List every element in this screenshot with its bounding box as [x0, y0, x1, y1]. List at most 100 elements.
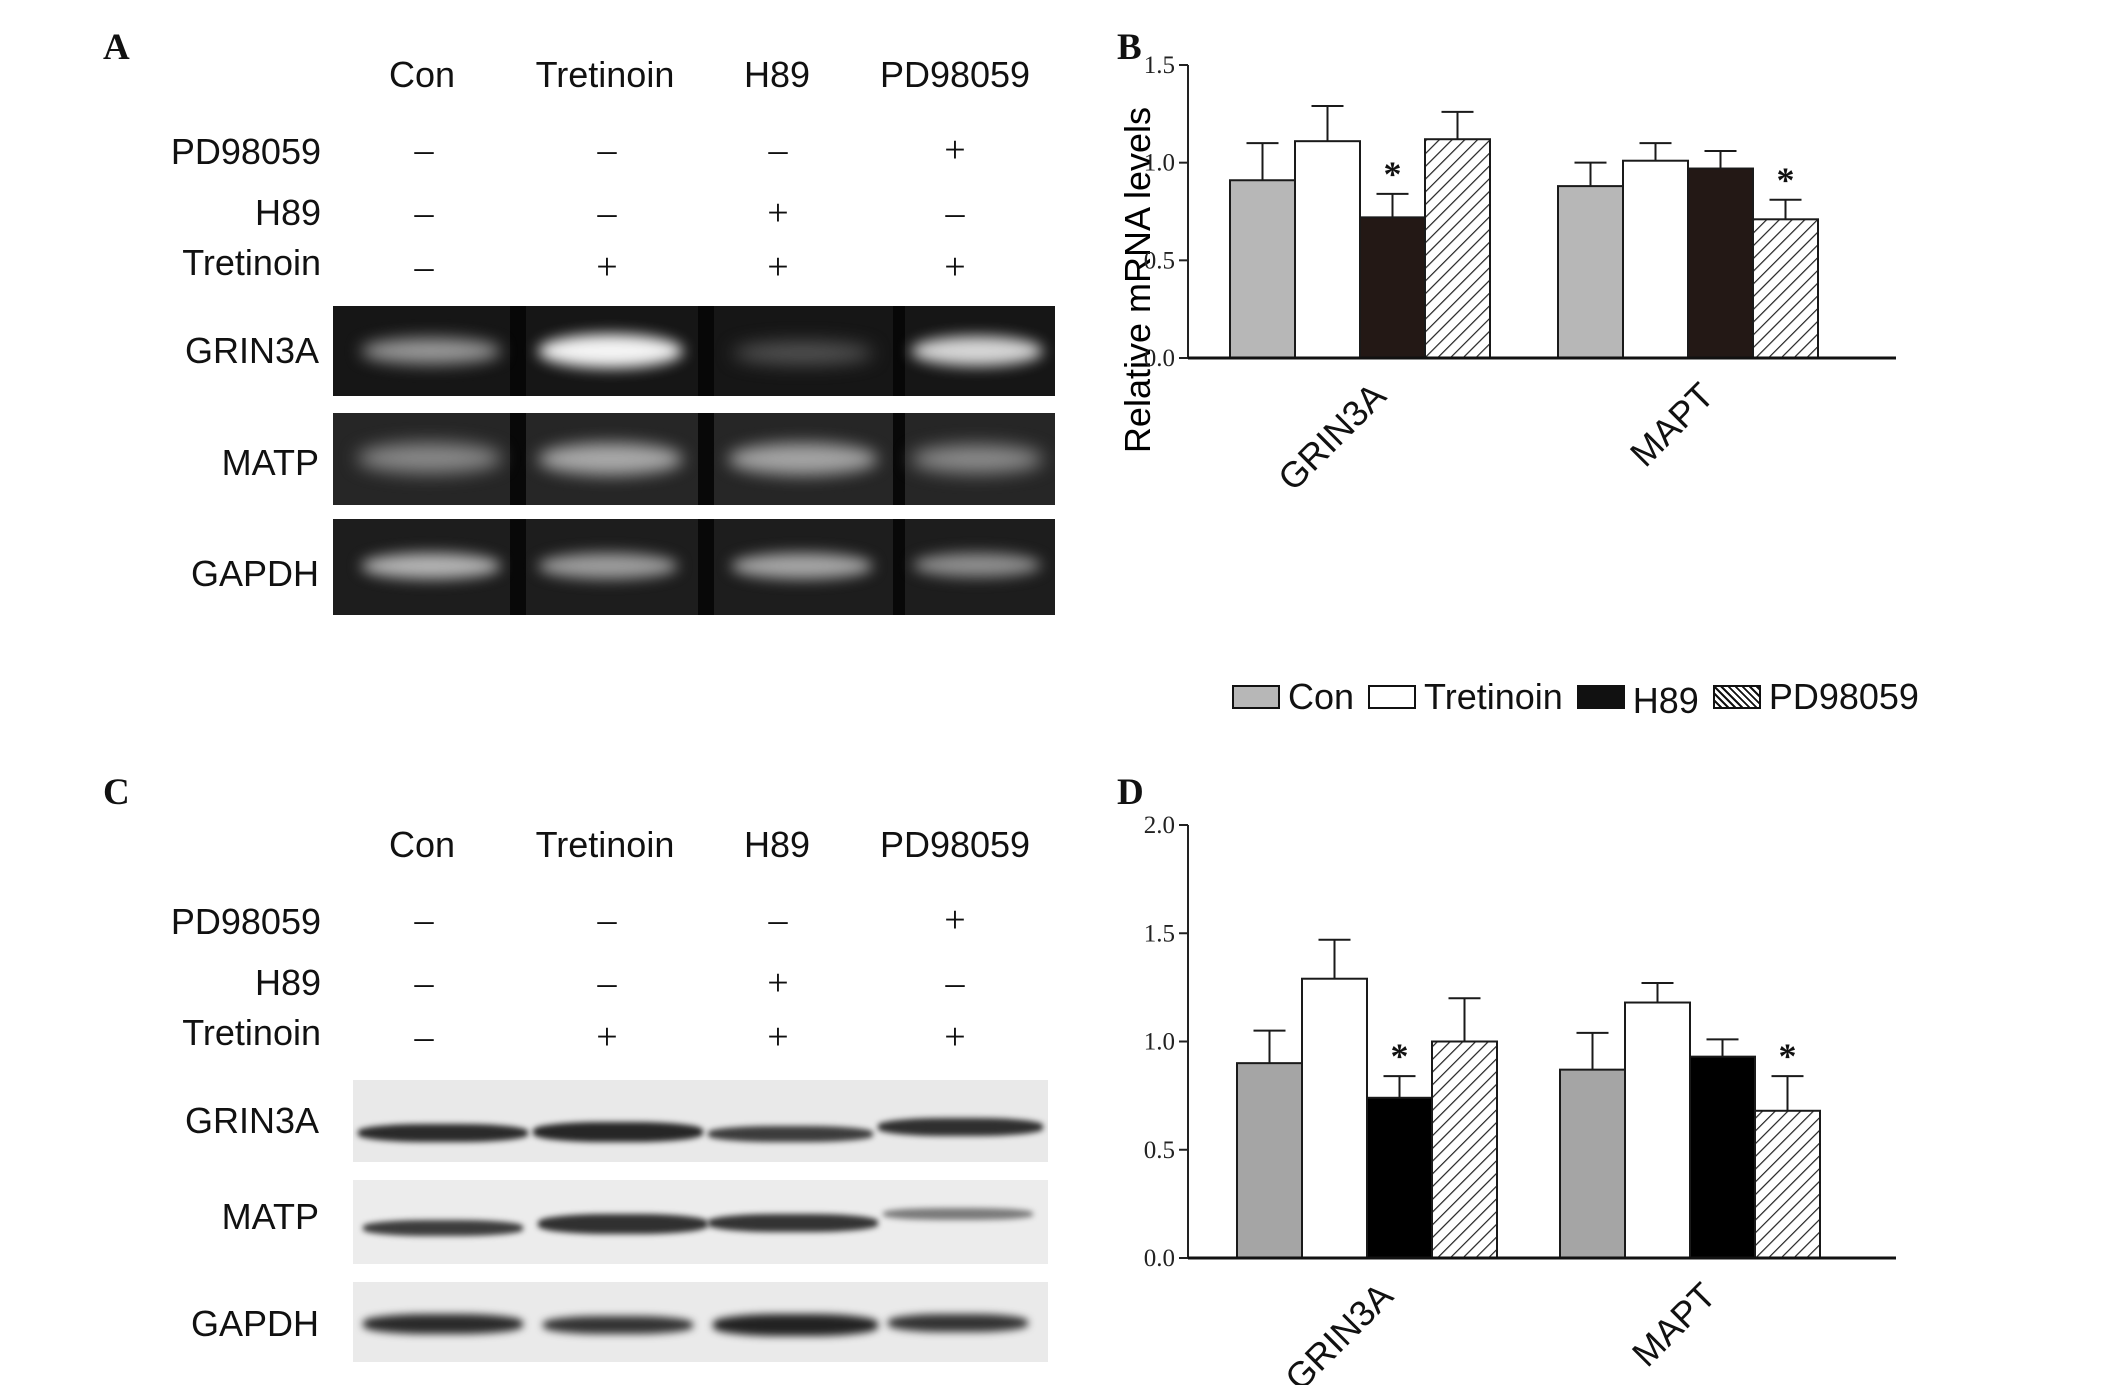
- panel-a-mark: +: [767, 246, 789, 288]
- legend: Con Tretinoin H89 PD98059: [1232, 676, 1933, 721]
- panel-c-mark: +: [767, 1016, 789, 1058]
- legend-label-h89: H89: [1632, 680, 1699, 721]
- chart-b-ylabel: Relative mRNA levels: [1117, 107, 1158, 453]
- legend-label-tretinoin: Tretinoin: [1424, 676, 1563, 717]
- bar: [1622, 159, 1689, 359]
- panel-c-blot-label-gapdh: GAPDH: [190, 1303, 319, 1344]
- panel-a-mark: –: [414, 129, 434, 171]
- panel-c-mark: –: [597, 899, 617, 941]
- panel-c-mark: –: [414, 1016, 434, 1058]
- panel-a-mark: –: [414, 246, 434, 288]
- panel-a-row-h89: H89: [254, 192, 321, 233]
- significance-marker: *: [1777, 160, 1795, 200]
- x-category-label: MAPT: [1622, 375, 1722, 475]
- bar: [1559, 1068, 1626, 1259]
- blot-strip-grin3a: [353, 1080, 1048, 1162]
- significance-marker: *: [1391, 1036, 1409, 1076]
- panel-a-mark: +: [767, 192, 789, 234]
- y-tick-label: 0.5: [1144, 1137, 1175, 1164]
- panel-a-row-pd98059: PD98059: [170, 131, 321, 172]
- panel-c-mark: –: [945, 962, 965, 1004]
- panel-c-mark: +: [944, 1016, 966, 1058]
- chart-d: 0.0 0.5 1.0 1.5 2.0 * GRIN3A * MAPT: [1144, 812, 1896, 1385]
- legend-item-tretinoin: Tretinoin: [1368, 676, 1563, 718]
- panel-a-mark: –: [414, 192, 434, 234]
- panel-c-mark: –: [597, 962, 617, 1004]
- panel-c-row-h89: H89: [254, 962, 321, 1003]
- panel-letter-d: D: [1117, 772, 1144, 813]
- panel-letter-c: C: [103, 772, 130, 813]
- legend-swatch-pd98059: [1712, 685, 1761, 709]
- legend-swatch-tretinoin: [1368, 685, 1417, 709]
- panel-c-col-con: Con: [388, 824, 456, 865]
- panel-a-blot-label-grin3a: GRIN3A: [184, 330, 319, 371]
- panel-a-mark: +: [944, 129, 966, 171]
- panel-a-mark: –: [597, 129, 617, 171]
- bar: [1366, 1096, 1433, 1260]
- bar: [1624, 1001, 1691, 1259]
- panel-c-mark: +: [944, 899, 966, 941]
- blot-strip-matp: [353, 1180, 1048, 1264]
- y-tick-label: 1.5: [1144, 920, 1175, 947]
- bar: [1301, 977, 1368, 1259]
- panel-a-row-tretinoin: Tretinoin: [182, 242, 321, 283]
- significance-marker: *: [1779, 1036, 1797, 1076]
- panel-c-row-tretinoin: Tretinoin: [182, 1012, 321, 1053]
- panel-c-mark: –: [414, 899, 434, 941]
- panel-c-row-pd98059: PD98059: [170, 901, 321, 942]
- panel-a-mark: –: [945, 192, 965, 234]
- y-tick-label: 0.0: [1144, 1245, 1175, 1272]
- bar: [1689, 1055, 1756, 1259]
- panel-c-mark: +: [767, 962, 789, 1004]
- bar: [1752, 218, 1819, 359]
- y-tick-label: 1.5: [1144, 52, 1175, 79]
- panel-a-col-tretinoin: Tretinoin: [535, 54, 675, 95]
- legend-item-pd98059: PD98059: [1712, 676, 1919, 718]
- bar: [1229, 179, 1296, 359]
- panel-letter-b: B: [1117, 27, 1142, 68]
- x-category-label: GRIN3A: [1277, 1275, 1401, 1385]
- legend-label-con: Con: [1288, 676, 1355, 717]
- bar: [1687, 167, 1754, 359]
- panel-c-blot-label-matp: MATP: [221, 1196, 319, 1237]
- x-category-label: GRIN3A: [1270, 375, 1394, 499]
- y-tick-label: 0.0: [1144, 345, 1175, 372]
- legend-item-con: Con: [1232, 676, 1354, 718]
- panel-letter-a: A: [103, 27, 130, 68]
- bar: [1294, 140, 1361, 360]
- x-category-label: MAPT: [1624, 1275, 1724, 1375]
- panel-a-col-h89: H89: [743, 54, 811, 95]
- panel-c-col-tretinoin: Tretinoin: [535, 824, 675, 865]
- y-tick-label: 1.0: [1144, 1029, 1175, 1056]
- significance-marker: *: [1384, 154, 1402, 194]
- gel-strip-grin3a: [333, 306, 1055, 396]
- bar: [1424, 138, 1491, 359]
- bar: [1557, 185, 1624, 359]
- panel-c-mark: –: [768, 899, 788, 941]
- panel-a-col-con: Con: [388, 54, 456, 95]
- panel-a-blot-label-matp: MATP: [221, 442, 319, 483]
- chart-b: Relative mRNA levels 0.0 0.5 1.0 1.5 * GRIN3A…: [1117, 52, 1896, 499]
- gel-strip-gapdh: [333, 519, 1055, 615]
- gel-strip-matp: [333, 413, 1055, 505]
- y-tick-label: 1.0: [1144, 150, 1175, 177]
- bar: [1236, 1062, 1303, 1259]
- legend-swatch-con: [1232, 685, 1280, 709]
- bar: [1359, 216, 1426, 359]
- blot-strip-gapdh: [353, 1282, 1048, 1362]
- panel-a-mark: –: [768, 129, 788, 171]
- panel-c-mark: –: [414, 962, 434, 1004]
- panel-a-col-pd98059: PD98059: [879, 54, 1031, 95]
- panel-c-col-pd98059: PD98059: [879, 824, 1031, 865]
- y-tick-label: 2.0: [1144, 812, 1175, 839]
- legend-label-pd98059: PD98059: [1768, 676, 1919, 717]
- y-tick-label: 0.5: [1144, 247, 1175, 274]
- panel-a-mark: –: [597, 192, 617, 234]
- panel-a-blot-label-gapdh: GAPDH: [190, 553, 319, 594]
- panel-a-mark: +: [596, 246, 618, 288]
- legend-swatch-h89: [1576, 685, 1625, 709]
- legend-item-h89: H89: [1576, 676, 1699, 721]
- bar: [1754, 1109, 1821, 1259]
- panel-c-mark: +: [596, 1016, 618, 1058]
- panel-c-blot-label-grin3a: GRIN3A: [184, 1100, 319, 1141]
